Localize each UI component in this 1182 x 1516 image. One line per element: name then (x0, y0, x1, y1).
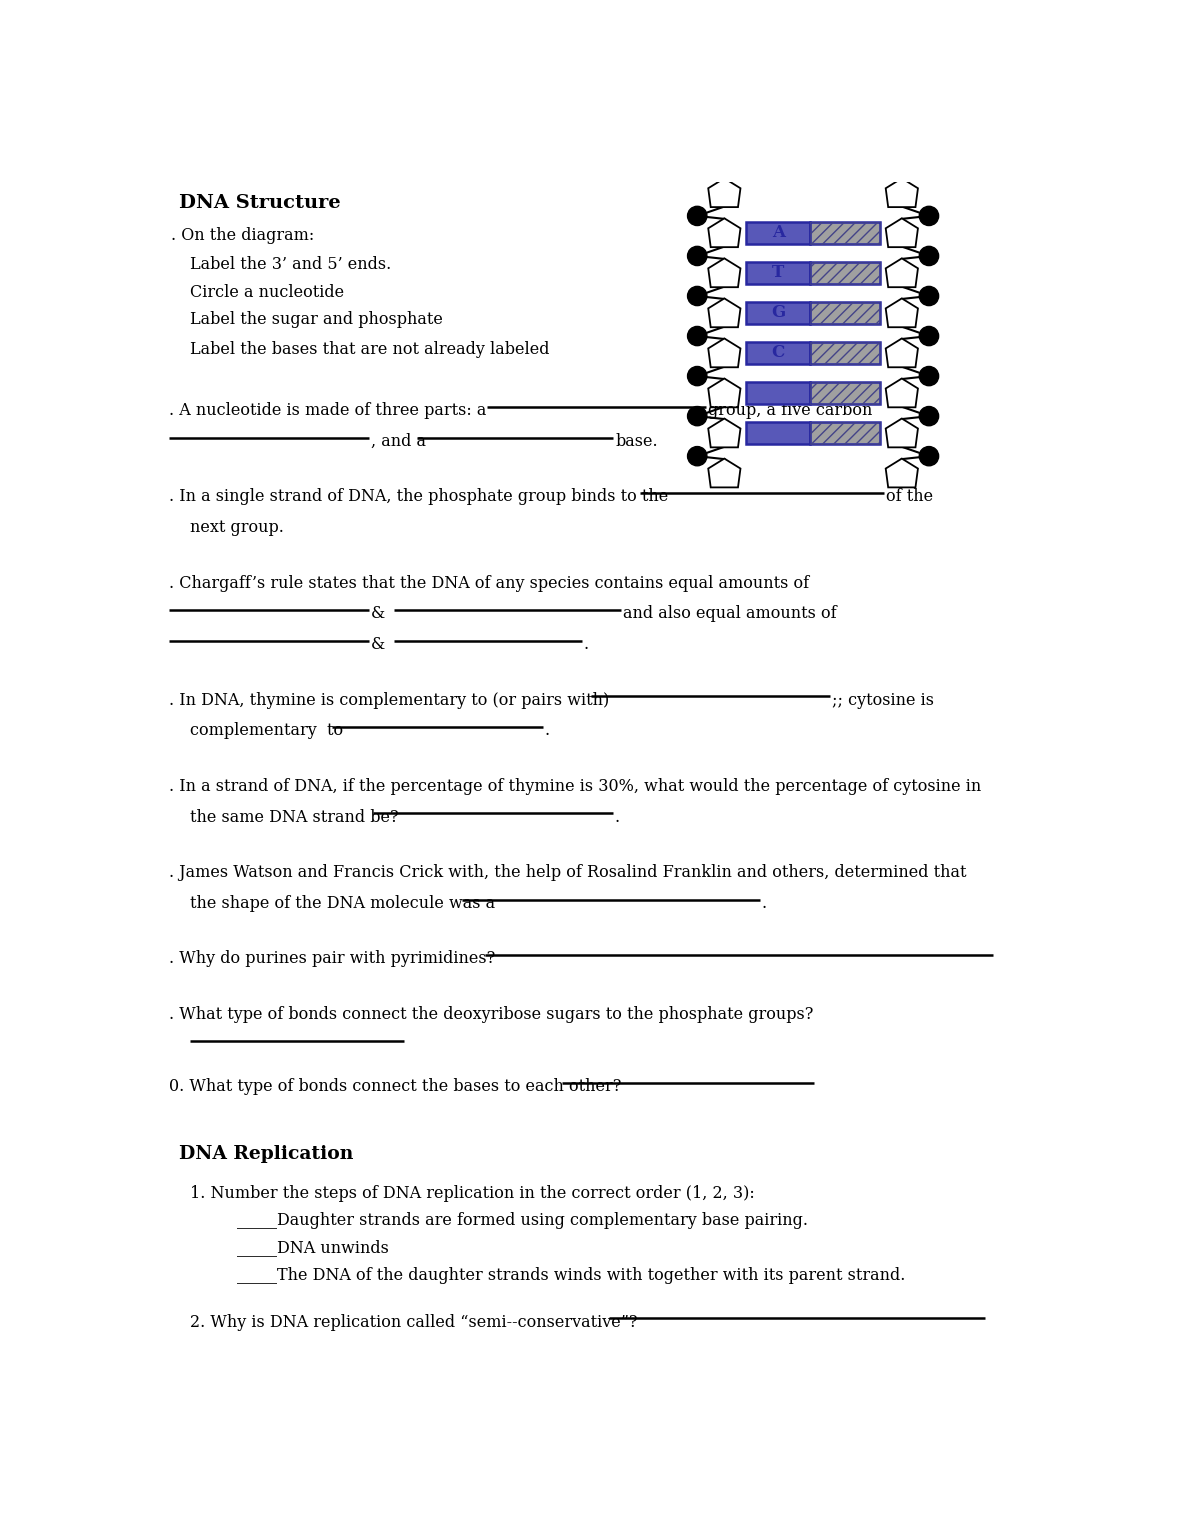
Text: and also equal amounts of: and also equal amounts of (623, 605, 837, 623)
Text: &: & (371, 605, 385, 623)
Text: C: C (772, 344, 785, 361)
FancyBboxPatch shape (811, 262, 881, 283)
Text: .: . (615, 808, 619, 826)
Text: Label the bases that are not already labeled: Label the bases that are not already lab… (190, 341, 550, 358)
Text: .: . (761, 894, 767, 913)
Text: . In DNA, thymine is complementary to (or pairs with): . In DNA, thymine is complementary to (o… (169, 691, 610, 708)
Text: .: . (545, 723, 550, 740)
Text: _____The DNA of the daughter strands winds with together with its parent strand.: _____The DNA of the daughter strands win… (236, 1266, 905, 1284)
Circle shape (920, 367, 939, 385)
Text: _____DNA unwinds: _____DNA unwinds (236, 1240, 389, 1257)
Text: &: & (371, 637, 385, 653)
Text: 2. Why is DNA replication called “semi--conservative”?: 2. Why is DNA replication called “semi--… (190, 1314, 638, 1331)
Polygon shape (708, 418, 740, 447)
Text: of the: of the (886, 488, 934, 505)
Text: _____Daughter strands are formed using complementary base pairing.: _____Daughter strands are formed using c… (236, 1213, 807, 1229)
Text: . Why do purines pair with pyrimidines?: . Why do purines pair with pyrimidines? (169, 951, 495, 967)
Text: 0. What type of bonds connect the bases to each other?: 0. What type of bonds connect the bases … (169, 1078, 622, 1095)
Circle shape (920, 206, 939, 226)
Circle shape (688, 406, 707, 426)
Polygon shape (708, 299, 740, 327)
Text: . Chargaff’s rule states that the DNA of any species contains equal amounts of: . Chargaff’s rule states that the DNA of… (169, 575, 810, 591)
FancyBboxPatch shape (811, 221, 881, 244)
FancyBboxPatch shape (811, 343, 881, 364)
Text: the shape of the DNA molecule was a: the shape of the DNA molecule was a (190, 894, 495, 913)
Text: ;; cytosine is: ;; cytosine is (832, 691, 934, 708)
Text: A: A (772, 224, 785, 241)
Polygon shape (885, 338, 918, 367)
Text: . A nucleotide is made of three parts: a: . A nucleotide is made of three parts: a (169, 402, 487, 418)
Text: . James Watson and Francis Crick with, the help of Rosalind Franklin and others,: . James Watson and Francis Crick with, t… (169, 864, 967, 881)
Polygon shape (885, 258, 918, 287)
FancyBboxPatch shape (746, 302, 811, 323)
FancyBboxPatch shape (746, 343, 811, 364)
FancyBboxPatch shape (811, 302, 881, 323)
FancyBboxPatch shape (746, 262, 811, 283)
Circle shape (920, 287, 939, 306)
Text: . On the diagram:: . On the diagram: (171, 226, 314, 244)
FancyBboxPatch shape (746, 382, 811, 403)
Text: base.: base. (615, 434, 657, 450)
Polygon shape (885, 458, 918, 488)
Text: .: . (583, 637, 589, 653)
Polygon shape (885, 179, 918, 208)
Text: next group.: next group. (190, 518, 284, 537)
Text: . In a strand of DNA, if the percentage of thymine is 30%, what would the percen: . In a strand of DNA, if the percentage … (169, 778, 982, 794)
Polygon shape (708, 218, 740, 247)
Text: , and a: , and a (371, 434, 426, 450)
Circle shape (920, 246, 939, 265)
Circle shape (920, 326, 939, 346)
Circle shape (688, 287, 707, 306)
Text: Circle a nucleotide: Circle a nucleotide (190, 283, 344, 300)
Polygon shape (885, 418, 918, 447)
Polygon shape (708, 338, 740, 367)
Text: group, a five carbon: group, a five carbon (708, 402, 872, 418)
Text: complementary  to: complementary to (190, 723, 344, 740)
Polygon shape (708, 379, 740, 408)
Circle shape (688, 367, 707, 385)
Text: . What type of bonds connect the deoxyribose sugars to the phosphate groups?: . What type of bonds connect the deoxyri… (169, 1005, 814, 1023)
Polygon shape (708, 458, 740, 488)
Text: T: T (772, 264, 785, 282)
Polygon shape (885, 299, 918, 327)
Text: Label the sugar and phosphate: Label the sugar and phosphate (190, 311, 443, 329)
Polygon shape (885, 218, 918, 247)
Polygon shape (708, 179, 740, 208)
FancyBboxPatch shape (811, 421, 881, 444)
FancyBboxPatch shape (811, 382, 881, 403)
Circle shape (688, 206, 707, 226)
Polygon shape (708, 258, 740, 287)
FancyBboxPatch shape (746, 221, 811, 244)
Circle shape (688, 246, 707, 265)
Text: . In a single strand of DNA, the phosphate group binds to the: . In a single strand of DNA, the phospha… (169, 488, 669, 505)
Text: DNA Replication: DNA Replication (178, 1145, 353, 1163)
Circle shape (920, 447, 939, 465)
Text: 1. Number the steps of DNA replication in the correct order (1, 2, 3):: 1. Number the steps of DNA replication i… (190, 1186, 755, 1202)
Text: G: G (771, 305, 785, 321)
Circle shape (920, 406, 939, 426)
Circle shape (688, 447, 707, 465)
Text: DNA Structure: DNA Structure (178, 194, 340, 212)
FancyBboxPatch shape (746, 421, 811, 444)
Circle shape (688, 326, 707, 346)
Text: the same DNA strand be?: the same DNA strand be? (190, 808, 400, 826)
Polygon shape (885, 379, 918, 408)
Text: Label the 3’ and 5’ ends.: Label the 3’ and 5’ ends. (190, 256, 391, 273)
